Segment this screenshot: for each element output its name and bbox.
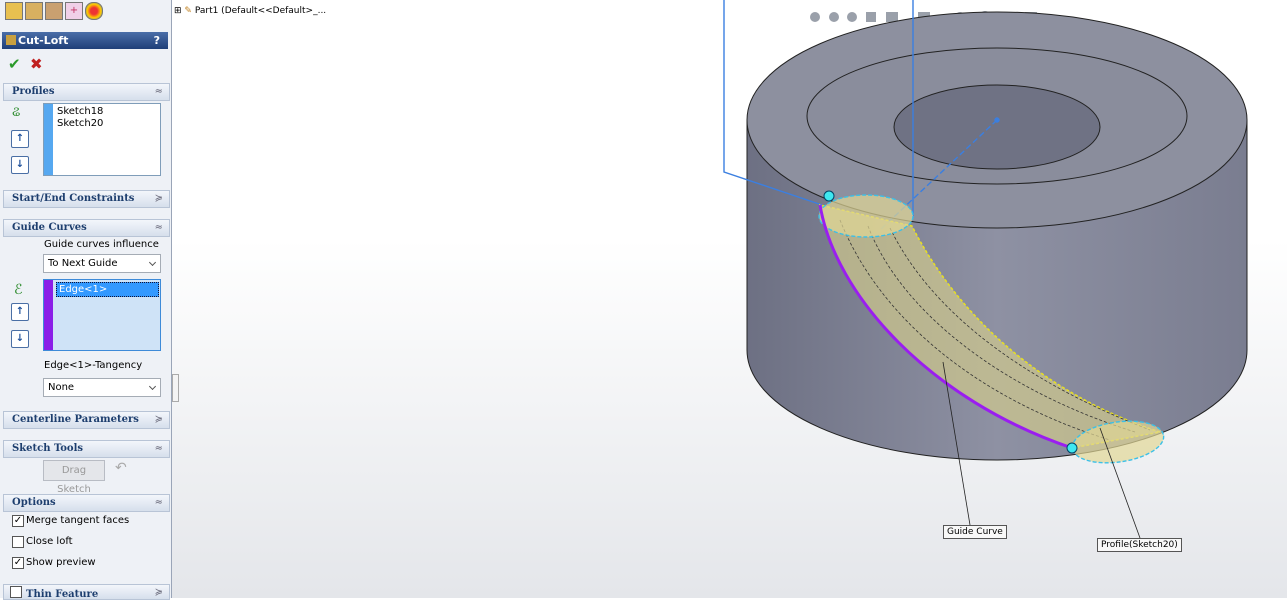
view-toolbar: [810, 11, 1037, 23]
section-title: Sketch Tools: [12, 443, 84, 454]
callout-label: Guide Curve: [943, 525, 1007, 539]
undo-button: ↶: [115, 460, 127, 476]
list-item[interactable]: Edge<1>: [56, 282, 159, 297]
influence-dropdown[interactable]: To Next Guide: [43, 254, 161, 273]
options-header[interactable]: Options ≈: [3, 494, 170, 512]
checkbox[interactable]: [10, 586, 22, 598]
field-label: Edge<1>-Tangency: [44, 360, 143, 371]
move-up-button[interactable]: ↑: [11, 303, 29, 321]
centerline-header[interactable]: Centerline Parameters ≽: [3, 411, 170, 429]
panel-title: Cut-Loft: [18, 34, 69, 47]
section-title: Profiles: [12, 86, 55, 97]
help-button[interactable]: ?: [153, 34, 160, 47]
splitter[interactable]: [172, 374, 179, 402]
guide-icon: ℰ: [14, 282, 23, 298]
start-end-header[interactable]: Start/End Constraints ≽: [3, 190, 170, 208]
checkbox[interactable]: [12, 536, 24, 548]
drag-sketch-button: Drag Sketch: [43, 460, 105, 495]
callout-leaders: [942, 361, 1141, 539]
manager-tabs[interactable]: +: [3, 2, 153, 20]
profiles-header[interactable]: Profiles ≈: [3, 83, 170, 101]
tree-label: Part1 (Default<<Default>_...: [194, 6, 327, 16]
guide-list[interactable]: Edge<1>: [43, 279, 161, 351]
tangency-dropdown[interactable]: None: [43, 378, 161, 397]
profile-icon: ଌ: [12, 104, 21, 120]
option-label: Merge tangent faces: [26, 515, 130, 526]
section-title: Guide Curves: [12, 222, 87, 233]
property-manager: + Cut-Loft ? ✔ ✖ Profiles ≈ ଌ ↑ ↓ Sketch1…: [0, 0, 179, 600]
option-label: Show preview: [26, 557, 96, 568]
options-list: ✓ Merge tangent faces Close loft ✓ Show prev…: [12, 515, 162, 575]
sketch-tools-header[interactable]: Sketch Tools ≈: [3, 440, 170, 458]
move-down-button[interactable]: ↓: [11, 330, 29, 348]
move-down-button[interactable]: ↓: [11, 156, 29, 174]
title-bar: Cut-Loft ?: [2, 32, 168, 49]
section-title: Options: [12, 497, 56, 508]
guide-curves-header[interactable]: Guide Curves ≈: [3, 219, 170, 237]
part-model: [746, 11, 1248, 461]
loft-preview: [818, 190, 1165, 464]
checkbox[interactable]: ✓: [12, 515, 24, 527]
field-label: Guide curves influence: [44, 239, 159, 250]
list-item[interactable]: Sketch20: [57, 118, 104, 129]
section-title: Centerline Parameters: [12, 414, 139, 425]
section-title: Thin Feature: [26, 589, 99, 600]
option-label: Close loft: [26, 536, 73, 547]
feature-tree-root[interactable]: ⊞ ✎ Part1 (Default<<Default>_...: [174, 6, 327, 16]
checkbox[interactable]: ✓: [12, 557, 24, 569]
callout-label: Profile(Sketch20): [1097, 538, 1182, 552]
sketch-lines: [723, 0, 1000, 231]
section-title: Start/End Constraints: [12, 193, 135, 204]
ok-button[interactable]: ✔: [8, 55, 21, 73]
profiles-list[interactable]: Sketch18 Sketch20: [43, 103, 161, 176]
move-up-button[interactable]: ↑: [11, 130, 29, 148]
list-item[interactable]: Sketch18: [57, 106, 104, 117]
cancel-button[interactable]: ✖: [30, 55, 43, 73]
